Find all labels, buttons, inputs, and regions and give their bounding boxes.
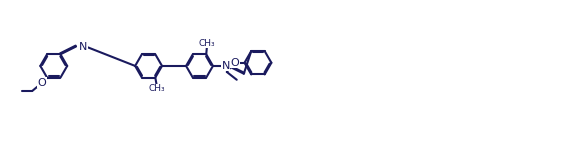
Text: O: O	[38, 78, 46, 87]
Text: N: N	[79, 41, 87, 52]
Text: CH₃: CH₃	[148, 84, 165, 93]
Text: CH₃: CH₃	[199, 39, 215, 48]
Text: O: O	[230, 58, 239, 68]
Text: N: N	[221, 61, 230, 71]
